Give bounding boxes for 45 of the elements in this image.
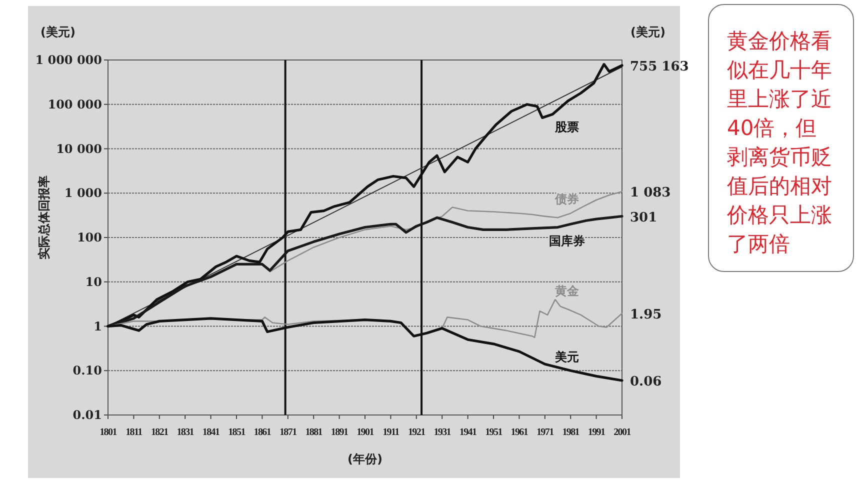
y-tick-label: 100 000 — [48, 97, 102, 112]
x-tick-label: 1861 — [254, 427, 272, 438]
x-tick-label: 1801 — [100, 427, 118, 438]
series-label: 美元 — [554, 350, 579, 364]
y-tick-label: 1 — [94, 319, 102, 334]
y-tick-label: 10 000 — [56, 142, 102, 156]
x-tick-label: 1891 — [330, 427, 348, 438]
x-tick-label: 1971 — [536, 427, 554, 438]
text: (美元) — [630, 25, 666, 39]
text: 黄金价格看似在几十年里上涨了近40倍，但剥离货币贬值后的相对价格只上涨了两倍 — [708, 4, 854, 272]
data-label: 755 163 — [630, 59, 689, 74]
y-tick-label: 10 — [85, 274, 102, 289]
text: (美元) — [40, 25, 76, 39]
x-tick-label: 1831 — [176, 427, 194, 438]
x-tick-label: 1941 — [459, 427, 477, 438]
data-label: 301 — [630, 210, 658, 226]
x-tick-label: 1821 — [150, 427, 169, 438]
x-tick-label: 2001 — [614, 427, 632, 438]
y-tick-label: 100 — [76, 230, 102, 244]
x-tick-label: 1851 — [228, 427, 246, 438]
data-label: 0.06 — [630, 374, 662, 390]
y-axis-title: 实际总体回报率 — [37, 176, 51, 260]
x-tick-label: 1931 — [434, 427, 452, 438]
x-tick-label: 1921 — [408, 427, 426, 438]
x-tick-label: 1991 — [588, 427, 606, 438]
x-tick-label: 1981 — [562, 427, 580, 438]
x-tick-label: 1881 — [305, 427, 323, 438]
y-tick-label: 0.01 — [72, 408, 102, 422]
data-label: 1 083 — [630, 186, 671, 201]
x-tick-label: 1841 — [202, 427, 220, 438]
y-tick-label: 1 000 000 — [35, 53, 102, 67]
series-label: 债券 — [554, 192, 580, 206]
x-axis-title: (年份) — [348, 452, 382, 466]
series-label: 黄金 — [554, 284, 580, 298]
x-tick-label: 1871 — [279, 427, 298, 438]
x-tick-label: 1911 — [382, 427, 400, 438]
x-tick-label: 1811 — [126, 427, 143, 438]
x-tick-label: 1901 — [356, 427, 374, 438]
y-tick-label: 1 000 — [64, 186, 102, 200]
series-label: 国库券 — [548, 234, 586, 248]
series-label: 股票 — [554, 120, 579, 134]
x-tick-label: 1951 — [485, 427, 503, 438]
x-tick-label: 1961 — [510, 427, 528, 438]
y-tick-label: 0.10 — [72, 364, 102, 378]
data-label: 1.95 — [630, 307, 662, 322]
